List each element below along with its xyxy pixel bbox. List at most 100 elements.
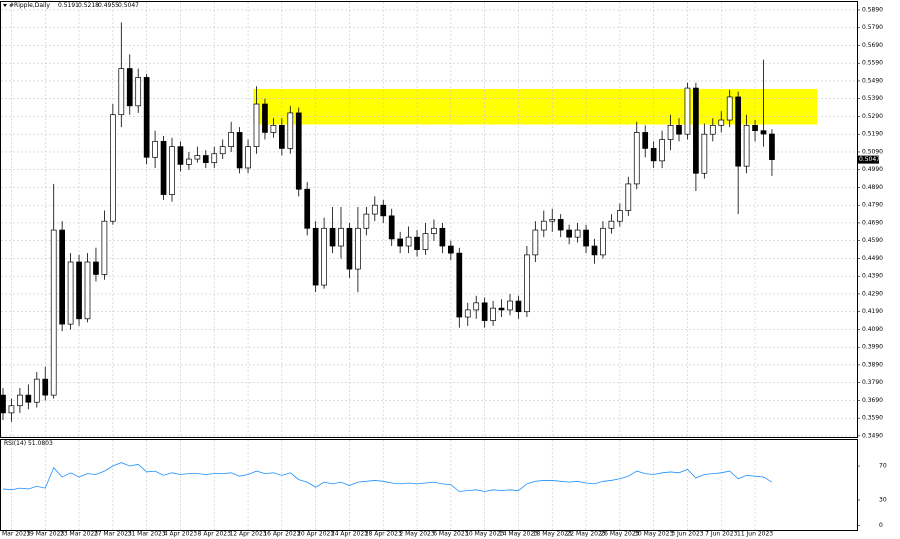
rsi-tick-label: 0 xyxy=(879,522,883,529)
candle-body xyxy=(338,227,344,247)
candle-body xyxy=(363,213,370,229)
low-value: 0.4955 xyxy=(98,2,119,9)
candle-body xyxy=(532,229,539,256)
candle-body xyxy=(118,68,125,116)
candle-body xyxy=(17,394,23,407)
y-tick-label: 0.4590 xyxy=(862,237,883,244)
candle-body xyxy=(270,124,277,133)
candle-body xyxy=(287,112,294,149)
candle-body xyxy=(194,155,201,160)
candle-body xyxy=(422,233,429,250)
candle-body xyxy=(456,252,463,318)
price-panel xyxy=(0,1,858,438)
candle-body xyxy=(684,87,691,135)
x-tick-label: 28 Apr 2023 xyxy=(365,531,402,538)
candle-body xyxy=(245,146,251,169)
x-tick-label: 24 Apr 2023 xyxy=(331,531,368,538)
candle-body xyxy=(608,220,615,229)
x-tick-label: 15 Mar 2023 xyxy=(0,531,31,538)
x-tick-label: 16 Apr 2023 xyxy=(263,531,300,538)
x-tick-label: 3 Jun 2023 xyxy=(671,531,703,538)
x-tick-label: 27 Mar 2023 xyxy=(94,531,132,538)
candle-body xyxy=(101,220,108,275)
candle-body xyxy=(464,309,471,318)
candle-body xyxy=(152,140,158,158)
price-tag xyxy=(857,155,879,164)
y-tick-label: 0.3790 xyxy=(862,379,883,386)
candle-body xyxy=(616,210,623,222)
x-tick-label: 2 May 2023 xyxy=(399,531,434,538)
y-tick-label: 0.3490 xyxy=(862,432,883,439)
candle-body xyxy=(752,124,758,132)
candle-body xyxy=(380,204,387,217)
candle-body xyxy=(312,227,319,286)
candle-body xyxy=(388,215,395,240)
y-tick-label: 0.5590 xyxy=(862,60,883,67)
candle-body xyxy=(50,229,57,396)
candle-body xyxy=(304,188,311,229)
y-tick-label: 0.4990 xyxy=(862,166,883,173)
candle-body xyxy=(540,220,547,231)
candle-body xyxy=(600,227,606,256)
x-tick-label: 22 May 2023 xyxy=(566,531,605,538)
candle-body xyxy=(490,307,496,321)
resistance-zone xyxy=(253,88,817,125)
candle-body xyxy=(253,103,260,147)
candle-body xyxy=(448,245,454,254)
y-tick-label: 0.3690 xyxy=(862,397,883,404)
candle-body xyxy=(574,229,581,238)
candle-body xyxy=(633,132,640,185)
candle-body xyxy=(507,300,513,311)
candle-body xyxy=(405,236,412,247)
candle-body xyxy=(642,132,649,149)
candle-body xyxy=(718,119,725,126)
x-tick-label: 6 May 2023 xyxy=(433,531,468,538)
candle-body xyxy=(701,133,708,174)
candle-body xyxy=(769,133,775,160)
candle-body xyxy=(67,261,74,325)
y-tick-label: 0.3890 xyxy=(862,361,883,368)
candle-body xyxy=(650,148,657,162)
candle-body xyxy=(135,77,142,107)
candle-body xyxy=(693,87,699,174)
rsi-tick-label: 70 xyxy=(879,463,887,470)
candle-body xyxy=(42,378,49,396)
candle-body xyxy=(439,227,446,247)
y-tick-label: 0.4290 xyxy=(862,290,883,297)
candle-body xyxy=(295,112,302,190)
high-value: 0.5218 xyxy=(78,2,99,9)
candle-body xyxy=(524,254,530,313)
candle-body xyxy=(659,139,665,162)
candle-body xyxy=(743,124,750,167)
y-tick-label: 0.5490 xyxy=(862,77,883,84)
candle-body xyxy=(76,261,82,320)
x-tick-label: 12 Apr 2023 xyxy=(229,531,266,538)
candle-body xyxy=(59,229,66,325)
candle-body xyxy=(667,124,674,140)
x-tick-label: 14 May 2023 xyxy=(499,531,538,538)
candle-body xyxy=(279,124,285,149)
candle-body xyxy=(498,307,505,311)
y-tick-label: 0.5090 xyxy=(862,148,883,155)
y-tick-label: 0.5690 xyxy=(862,42,883,49)
close-value: 0.5047 xyxy=(118,2,139,9)
x-tick-label: 4 Apr 2023 xyxy=(164,531,197,538)
candle-body xyxy=(557,219,564,231)
rsi-label: RSI(14) 51.0803 xyxy=(4,440,53,447)
y-tick-label: 0.4690 xyxy=(862,219,883,226)
candle-body xyxy=(431,227,437,234)
candle-body xyxy=(126,68,133,107)
candle-body xyxy=(371,204,378,215)
candle-body xyxy=(566,229,573,238)
candle-body xyxy=(481,302,488,321)
rsi-panel xyxy=(0,439,858,531)
candle-body xyxy=(211,153,218,163)
candle-body xyxy=(760,130,767,135)
candle-body xyxy=(33,378,40,403)
candle-body xyxy=(186,158,192,165)
x-tick-label: 11 Jun 2023 xyxy=(737,531,773,538)
x-tick-label: 30 May 2023 xyxy=(634,531,673,538)
candle-body xyxy=(414,236,420,250)
y-tick-label: 0.5290 xyxy=(862,113,883,120)
candle-body xyxy=(177,146,184,165)
